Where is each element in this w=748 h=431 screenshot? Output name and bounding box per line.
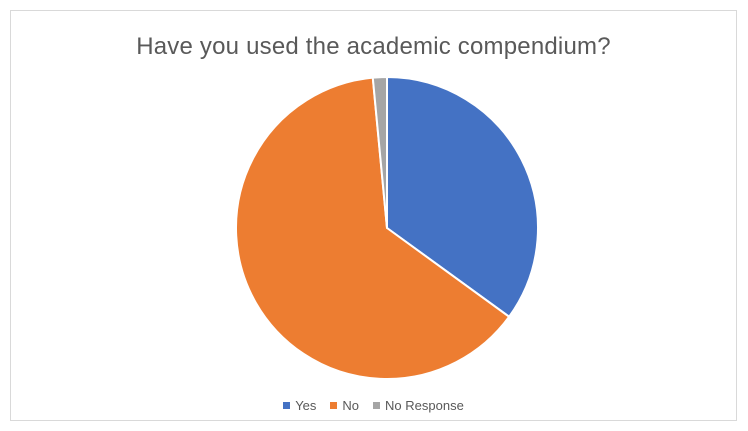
legend-item-yes: Yes — [283, 398, 316, 413]
legend: Yes No No Response — [11, 398, 736, 413]
chart-title: Have you used the academic compendium? — [136, 33, 611, 60]
chart-frame: Have you used the academic compendium? Y… — [10, 10, 737, 421]
pie-slice-no-response — [371, 76, 388, 229]
legend-label-yes: Yes — [295, 398, 317, 413]
legend-item-no: No — [330, 398, 359, 413]
legend-label-no: No — [342, 398, 360, 413]
pie-slice-yes — [386, 76, 539, 318]
pie-slice-no — [235, 76, 511, 380]
legend-swatch-yes — [283, 402, 291, 409]
legend-label-no-response: No Response — [385, 398, 464, 413]
pie-chart — [235, 76, 539, 380]
legend-swatch-no-response — [373, 402, 381, 409]
legend-item-no-response: No Response — [373, 398, 464, 413]
pie-slices — [235, 76, 539, 380]
legend-swatch-no — [330, 402, 338, 409]
